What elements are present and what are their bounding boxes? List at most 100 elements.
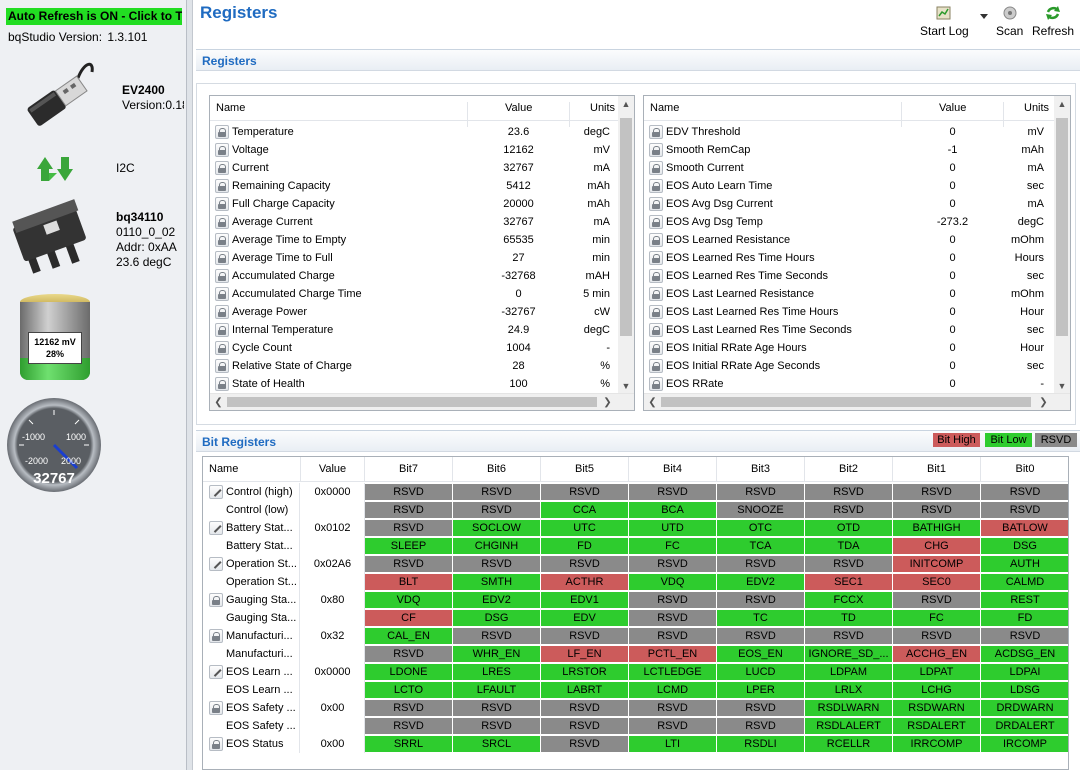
bit-cell[interactable]: ACCHG_EN [893, 646, 981, 663]
bit-cell[interactable]: RSVD [453, 700, 541, 717]
col-units-header[interactable]: Units [590, 102, 616, 114]
register-row[interactable]: Cycle Count 1004 - [210, 339, 620, 357]
register-row[interactable]: Accumulated Charge Time 0 5 min [210, 285, 620, 303]
bit-cell[interactable]: RSVD [893, 502, 981, 519]
scroll-right-icon[interactable]: ❯ [603, 397, 612, 408]
bit-cell[interactable]: BCA [629, 502, 717, 519]
register-row[interactable]: EOS Auto Learn Time 0 sec [644, 177, 1054, 195]
register-row[interactable]: Current 32767 mA [210, 159, 620, 177]
bit-cell[interactable]: CHG [893, 538, 981, 555]
bit-cell[interactable]: RSVD [893, 592, 981, 609]
scroll-thumb[interactable] [661, 397, 1031, 407]
bit-cell[interactable]: IRRCOMP [893, 736, 981, 753]
bit-cell[interactable]: LF_EN [541, 646, 629, 663]
bit-cell[interactable]: FC [629, 538, 717, 555]
bit-cell[interactable]: RSVD [453, 502, 541, 519]
bit-col-header-bit7[interactable]: Bit7 [365, 457, 453, 482]
register-row[interactable]: Average Current 32767 mA [210, 213, 620, 231]
horizontal-scrollbar[interactable]: ❮ ❯ [644, 393, 1070, 410]
register-row[interactable]: Temperature 23.6 degC [210, 123, 620, 141]
bit-cell[interactable]: UTC [541, 520, 629, 537]
bit-cell[interactable]: SEC0 [893, 574, 981, 591]
scroll-thumb[interactable] [620, 118, 632, 336]
bit-cell[interactable]: LUCD [717, 664, 805, 681]
bit-register-name-cell[interactable]: Operation St... [203, 555, 300, 573]
bit-cell[interactable]: RSVD [541, 718, 629, 735]
bit-cell[interactable]: OTC [717, 520, 805, 537]
bit-col-header-name[interactable]: Name [203, 457, 301, 482]
bit-cell[interactable]: RSVD [365, 520, 453, 537]
bit-cell[interactable]: RSVD [541, 556, 629, 573]
bit-cell[interactable]: RSVD [805, 484, 893, 501]
bit-cell[interactable]: IRCOMP [981, 736, 1068, 753]
bit-col-header-bit0[interactable]: Bit0 [981, 457, 1068, 482]
bit-cell[interactable]: RSVD [629, 628, 717, 645]
bit-cell[interactable]: REST [981, 592, 1068, 609]
register-row[interactable]: Smooth Current 0 mA [644, 159, 1054, 177]
bit-cell[interactable]: SMTH [453, 574, 541, 591]
register-row[interactable]: Relative State of Charge 28% [210, 357, 620, 375]
bit-cell[interactable]: EDV [541, 610, 629, 627]
register-row[interactable]: Average Power -32767 cW [210, 303, 620, 321]
bit-col-header-bit5[interactable]: Bit5 [541, 457, 629, 482]
refresh-button[interactable]: Refresh [1032, 4, 1074, 38]
bit-cell[interactable]: LDPAM [805, 664, 893, 681]
bit-cell[interactable]: ACDSG_EN [981, 646, 1068, 663]
bit-cell[interactable]: SRCL [453, 736, 541, 753]
register-row[interactable]: EOS Initial RRate Age Seconds 0 sec [644, 357, 1054, 375]
bit-cell[interactable]: LCTO [365, 682, 453, 699]
scroll-left-icon[interactable]: ❮ [648, 397, 657, 408]
bit-col-header-bit2[interactable]: Bit2 [805, 457, 893, 482]
bit-cell[interactable]: TC [717, 610, 805, 627]
col-name-header[interactable]: Name [216, 102, 246, 114]
bit-cell[interactable]: FD [541, 538, 629, 555]
bit-cell[interactable]: RSVD [717, 484, 805, 501]
bit-register-name-cell[interactable]: Manufacturi... [203, 645, 300, 663]
auto-refresh-toggle[interactable]: Auto Refresh is ON - Click to Turn [6, 8, 182, 25]
register-row[interactable]: EOS Learned Res Time Hours 0 Hours [644, 249, 1054, 267]
bit-cell[interactable]: ACTHR [541, 574, 629, 591]
bit-cell[interactable]: RSVD [453, 628, 541, 645]
bit-cell[interactable]: WHR_EN [453, 646, 541, 663]
bit-cell[interactable]: CAL_EN [365, 628, 453, 645]
vertical-scrollbar[interactable]: ▲ ▼ [618, 96, 634, 394]
bit-register-name-cell[interactable]: EOS Learn ... [203, 663, 300, 681]
col-name-header[interactable]: Name [650, 102, 680, 114]
bit-cell[interactable]: FCCX [805, 592, 893, 609]
register-row[interactable]: EOS Avg Dsg Temp -273.2 degC [644, 213, 1054, 231]
bit-cell[interactable]: INITCOMP [893, 556, 981, 573]
bit-register-name-cell[interactable]: EOS Learn ... [203, 681, 300, 699]
bit-cell[interactable]: RSVD [365, 556, 453, 573]
bit-col-header-bit1[interactable]: Bit1 [893, 457, 981, 482]
bit-cell[interactable]: LRES [453, 664, 541, 681]
bit-cell[interactable]: SNOOZE [717, 502, 805, 519]
bit-cell[interactable]: FD [981, 610, 1068, 627]
bit-col-header-bit4[interactable]: Bit4 [629, 457, 717, 482]
bit-cell[interactable]: CALMD [981, 574, 1068, 591]
bit-cell[interactable]: RSVD [541, 736, 629, 753]
bit-cell[interactable]: RSVD [629, 718, 717, 735]
bit-cell[interactable]: LDSG [981, 682, 1068, 699]
bit-cell[interactable]: LABRT [541, 682, 629, 699]
bit-cell[interactable]: RSVD [805, 628, 893, 645]
bit-register-name-cell[interactable]: Gauging Sta... [203, 591, 300, 609]
scroll-up-icon[interactable]: ▲ [1057, 99, 1067, 109]
bit-cell[interactable]: DSG [453, 610, 541, 627]
scroll-thumb[interactable] [227, 397, 597, 407]
start-log-dropdown-arrow[interactable] [980, 14, 988, 19]
register-row[interactable]: Remaining Capacity 5412 mAh [210, 177, 620, 195]
bit-register-name-cell[interactable]: Control (high) [203, 483, 300, 501]
register-row[interactable]: EOS RRate 0 - [644, 375, 1054, 393]
register-row[interactable]: EOS Last Learned Res Time Hours 0 Hour [644, 303, 1054, 321]
bit-cell[interactable]: RSVD [365, 646, 453, 663]
bit-cell[interactable]: SLEEP [365, 538, 453, 555]
col-value-header[interactable]: Value [505, 102, 533, 114]
bit-cell[interactable]: RSVD [805, 556, 893, 573]
bit-cell[interactable]: RSVD [717, 718, 805, 735]
bit-cell[interactable]: RSVD [365, 700, 453, 717]
bit-cell[interactable]: DRDWARN [981, 700, 1068, 717]
bit-cell[interactable]: RSVD [453, 484, 541, 501]
register-row[interactable]: Accumulated Charge -32768 mAH [210, 267, 620, 285]
bit-cell[interactable]: RSVD [629, 484, 717, 501]
bit-cell[interactable]: RSVD [365, 718, 453, 735]
